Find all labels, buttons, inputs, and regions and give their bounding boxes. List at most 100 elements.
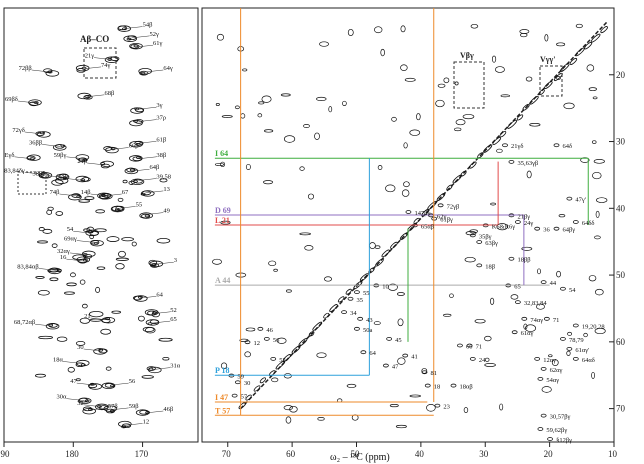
left-peak-contour bbox=[139, 409, 149, 415]
right-contour-blob bbox=[454, 127, 462, 132]
right-peak-contour bbox=[450, 383, 457, 388]
right-contour-blob bbox=[484, 363, 496, 367]
left-peak-leader bbox=[76, 382, 95, 386]
right-peak-label: 30,57βγ bbox=[550, 414, 571, 421]
right-peak-contour bbox=[553, 226, 560, 231]
left-contour-blob bbox=[148, 259, 158, 266]
left-peak-leader bbox=[152, 320, 171, 324]
left-contour-blob bbox=[64, 291, 75, 295]
right-peak-label: 78,79 bbox=[569, 337, 584, 344]
right-peak-contour bbox=[354, 326, 360, 331]
left-peak-leader bbox=[59, 193, 78, 197]
right-x-tick-label: 20 bbox=[544, 449, 554, 459]
right-contour-blob bbox=[377, 165, 383, 170]
right-contour-blob bbox=[323, 276, 333, 282]
right-peak-contour bbox=[234, 380, 241, 385]
diagonal-contour bbox=[390, 241, 398, 249]
left-contour-blob bbox=[159, 178, 168, 183]
right-peak-contour bbox=[560, 286, 566, 291]
left-peak-leader bbox=[66, 258, 85, 262]
right-contour-blob bbox=[397, 357, 406, 365]
right-peak-label: 35 bbox=[357, 297, 364, 304]
left-peak-leader bbox=[110, 382, 129, 386]
left-peak-label: 39,58 bbox=[156, 174, 171, 181]
left-peak-contour bbox=[97, 192, 111, 199]
right-peak-contour bbox=[572, 220, 579, 224]
left-contour-blob bbox=[84, 196, 95, 200]
diagonal-contour bbox=[427, 200, 437, 210]
left-peak-label: 54β bbox=[143, 22, 154, 29]
vbg-inset-box bbox=[453, 61, 485, 109]
right-contour-blob bbox=[484, 335, 492, 342]
left-peak-contour bbox=[134, 119, 144, 124]
right-contour-blob bbox=[575, 23, 583, 29]
left-peak-leader bbox=[38, 268, 57, 271]
right-peak-label: 43 bbox=[366, 317, 373, 324]
diagonal-contour bbox=[544, 81, 553, 89]
right-contour-blob bbox=[403, 181, 410, 188]
left-contour-blob bbox=[151, 311, 160, 318]
right-contour-blob bbox=[220, 161, 226, 168]
right-contour-blob bbox=[593, 159, 605, 164]
right-contour-blob bbox=[470, 23, 479, 29]
right-peak-contour bbox=[502, 143, 508, 148]
right-contour-blob bbox=[462, 114, 475, 120]
left-contour-blob bbox=[117, 197, 124, 202]
right-contour-blob bbox=[523, 323, 528, 330]
left-contour-blob bbox=[82, 303, 88, 309]
right-peak-label: 54 bbox=[569, 287, 576, 294]
right-peak-contour bbox=[469, 233, 476, 238]
right-x-tick-label: 30 bbox=[479, 449, 489, 459]
right-contour-blob bbox=[220, 220, 231, 225]
left-contour-blob bbox=[67, 366, 75, 373]
right-peak-contour bbox=[514, 300, 521, 305]
right-contour-blob bbox=[316, 96, 327, 102]
left-peak-leader bbox=[76, 240, 95, 243]
right-peak-label: 36 bbox=[543, 227, 550, 234]
right-peak-label: 21γδ bbox=[511, 143, 523, 150]
right-y-tick-label: 50 bbox=[616, 270, 626, 280]
left-peak-label: 21β bbox=[77, 158, 88, 165]
left-peak-contour bbox=[75, 175, 90, 183]
left-contour-blob bbox=[75, 378, 81, 382]
right-peak-label: 59 bbox=[237, 374, 244, 381]
left-peak-contour bbox=[105, 146, 119, 154]
left-peak-contour bbox=[146, 366, 156, 371]
left-peak-leader bbox=[145, 410, 164, 414]
right-contour-blob bbox=[558, 214, 566, 218]
left-peak-leader bbox=[152, 311, 171, 315]
right-peak-label: 64βγ bbox=[563, 227, 576, 234]
right-contour-blob bbox=[556, 270, 561, 278]
right-contour-blob bbox=[525, 76, 533, 82]
right-contour-blob bbox=[490, 202, 496, 206]
residue-label: L 21 bbox=[215, 216, 230, 225]
right-peak-contour bbox=[537, 377, 544, 381]
left-peak-label: 38β bbox=[156, 152, 167, 159]
right-contour-blob bbox=[537, 268, 541, 275]
left-peak-contour bbox=[83, 258, 88, 262]
diagonal-contour bbox=[469, 161, 477, 169]
right-contour-blob bbox=[588, 275, 597, 282]
left-peak-label: 46β bbox=[163, 406, 174, 413]
left-peak-leader bbox=[124, 423, 143, 426]
right-y-tick-label: 30 bbox=[616, 137, 626, 147]
left-peak-label: 37ρ bbox=[156, 115, 166, 122]
left-peak-leader bbox=[138, 106, 157, 110]
left-contour-blob bbox=[83, 228, 91, 232]
left-x-tick-label: 190 bbox=[0, 449, 10, 459]
right-peak-contour bbox=[560, 336, 566, 341]
right-contour-blob bbox=[240, 113, 246, 119]
left-contour-blob bbox=[156, 237, 171, 244]
right-contour-blob bbox=[592, 171, 602, 180]
left-contour-blob bbox=[111, 205, 124, 212]
left-panel-x-axis: 190 180 170 bbox=[0, 442, 149, 459]
left-contour-blob bbox=[37, 240, 48, 244]
right-peak-label: 61αγ bbox=[521, 330, 534, 337]
left-peak-leader bbox=[94, 57, 113, 60]
right-contour-blob bbox=[328, 106, 333, 113]
left-contour-blob bbox=[89, 234, 95, 240]
diagonal-contour bbox=[590, 33, 601, 43]
right-peak-label: 41 bbox=[411, 354, 418, 361]
right-panel-frame bbox=[201, 7, 615, 443]
